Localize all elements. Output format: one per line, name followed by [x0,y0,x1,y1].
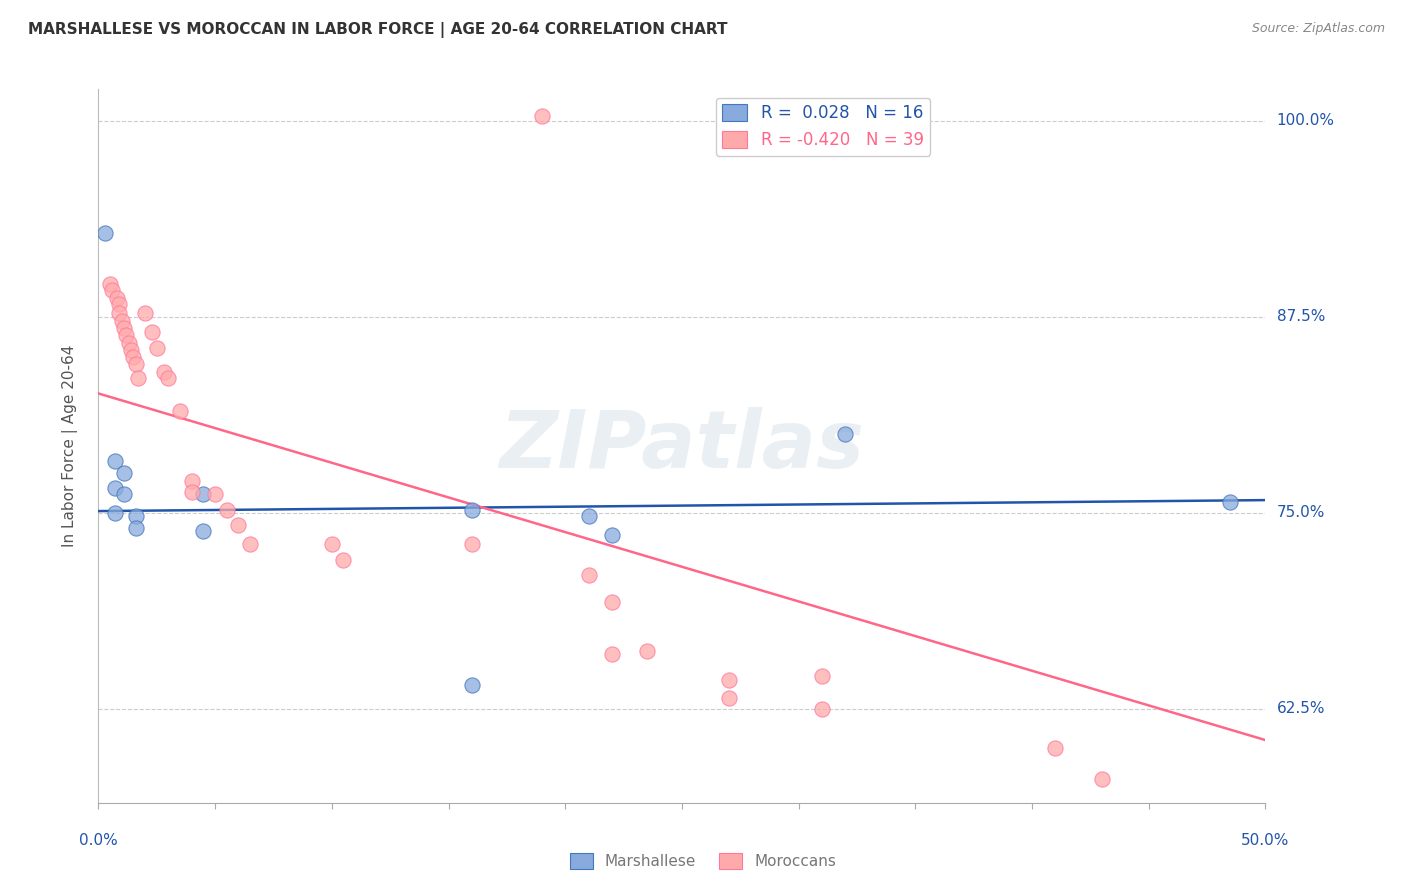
Point [636,643,658,657]
Point [578,568,600,582]
Point [157,371,180,385]
Point [180,485,202,500]
Point [1091,772,1114,787]
Point [204,487,226,501]
Point [111,314,134,328]
Point [530,109,553,123]
Point [127,371,149,385]
Point [169,403,191,417]
Point [811,669,834,683]
Point [94,227,117,241]
Point [332,552,354,566]
Text: 50.0%: 50.0% [1241,833,1289,848]
Point [125,508,148,523]
Text: 0.0%: 0.0% [79,833,118,848]
Point [717,690,740,705]
Point [461,502,484,516]
Point [120,343,142,357]
Point [122,351,145,365]
Point [578,508,600,523]
Y-axis label: In Labor Force | Age 20-64: In Labor Force | Age 20-64 [62,345,77,547]
Text: 87.5%: 87.5% [1277,310,1324,324]
Text: 75.0%: 75.0% [1277,505,1324,520]
Legend: R =  0.028   N = 16, R = -0.420   N = 39: R = 0.028 N = 16, R = -0.420 N = 39 [716,97,931,155]
Point [104,481,127,495]
Point [152,364,174,378]
Point [811,702,834,716]
Point [600,647,623,661]
Point [193,524,215,539]
Point [228,518,250,533]
Point [98,277,121,291]
Point [108,297,131,311]
Point [125,357,148,371]
Point [112,320,135,334]
Point [215,502,238,516]
Point [321,537,343,551]
Point [101,283,124,297]
Point [105,291,128,305]
Point [1045,740,1067,755]
Point [104,506,127,520]
Point [104,454,127,468]
Point [115,328,138,343]
Text: MARSHALLESE VS MOROCCAN IN LABOR FORCE | AGE 20-64 CORRELATION CHART: MARSHALLESE VS MOROCCAN IN LABOR FORCE |… [28,22,728,38]
Point [118,336,141,351]
Point [1219,494,1241,508]
Point [146,341,169,355]
Point [834,427,856,442]
Point [600,595,623,609]
Point [134,306,156,320]
Text: 62.5%: 62.5% [1277,701,1324,716]
Point [125,521,148,535]
Legend: Marshallese, Moroccans: Marshallese, Moroccans [564,847,842,875]
Point [141,326,163,340]
Point [193,487,215,501]
Point [180,475,202,489]
Point [461,537,484,551]
Point [717,673,740,688]
Point [239,537,262,551]
Text: Source: ZipAtlas.com: Source: ZipAtlas.com [1251,22,1385,36]
Point [461,678,484,692]
Point [600,527,623,541]
Text: 100.0%: 100.0% [1277,113,1334,128]
Point [112,467,135,481]
Point [112,487,135,501]
Point [108,306,131,320]
Text: ZIPatlas: ZIPatlas [499,407,865,485]
